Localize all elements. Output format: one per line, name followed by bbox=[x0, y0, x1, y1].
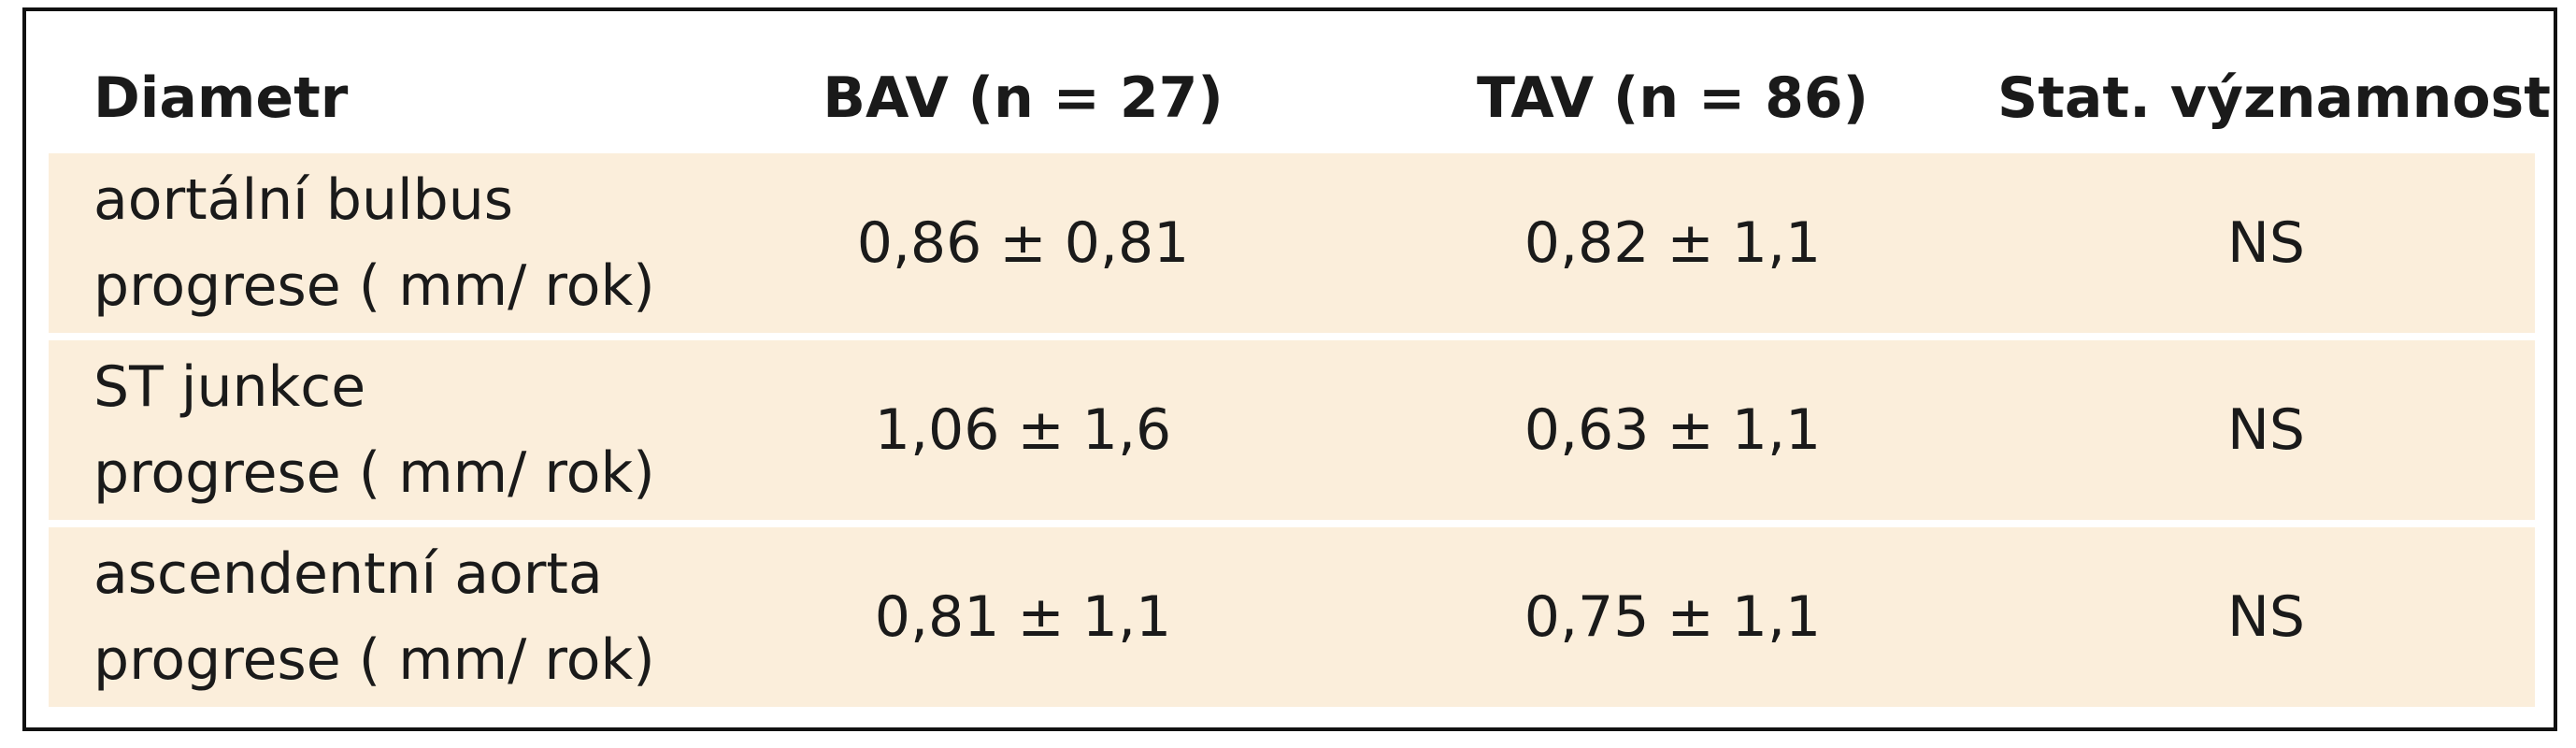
table-row: ST junkce progrese ( mm/ rok) 1,06 ± 1,6… bbox=[49, 340, 2535, 520]
row-label-line1: aortální bulbus bbox=[93, 167, 514, 233]
header-tav: TAV (n = 86) bbox=[1476, 65, 1869, 131]
header-diametr: Diametr bbox=[93, 65, 349, 131]
row-label-line2: progrese ( mm/ rok) bbox=[93, 253, 655, 319]
cell-stat: NS bbox=[1997, 340, 2535, 520]
row-label: ascendentní aorta progrese ( mm/ rok) bbox=[49, 527, 698, 707]
row-label-line2: progrese ( mm/ rok) bbox=[93, 627, 655, 693]
cell-stat: NS bbox=[1997, 153, 2535, 333]
data-table: Diametr BAV (n = 27) TAV (n = 86) Stat. … bbox=[49, 43, 2551, 707]
header-row: Diametr BAV (n = 27) TAV (n = 86) Stat. … bbox=[49, 43, 2551, 153]
header-bav: BAV (n = 27) bbox=[823, 65, 1224, 131]
row-label-line1: ST junkce bbox=[93, 354, 366, 420]
row-label-line1: ascendentní aorta bbox=[93, 541, 603, 607]
row-separator bbox=[49, 520, 2535, 527]
table-row: aortální bulbus progrese ( mm/ rok) 0,86… bbox=[49, 153, 2535, 333]
table-row: ascendentní aorta progrese ( mm/ rok) 0,… bbox=[49, 527, 2535, 707]
cell-stat: NS bbox=[1997, 527, 2535, 707]
cell-tav: 0,75 ± 1,1 bbox=[1348, 527, 1997, 707]
row-label: ST junkce progrese ( mm/ rok) bbox=[49, 340, 698, 520]
cell-bav: 0,86 ± 0,81 bbox=[698, 153, 1348, 333]
row-separator bbox=[49, 333, 2535, 340]
table-frame: Diametr BAV (n = 27) TAV (n = 86) Stat. … bbox=[22, 7, 2557, 731]
table-body: aortální bulbus progrese ( mm/ rok) 0,86… bbox=[49, 153, 2535, 707]
cell-bav: 1,06 ± 1,6 bbox=[698, 340, 1348, 520]
cell-tav: 0,82 ± 1,1 bbox=[1348, 153, 1997, 333]
row-label: aortální bulbus progrese ( mm/ rok) bbox=[49, 153, 698, 333]
header-stat-significance: Stat. významnost bbox=[1997, 65, 2551, 131]
cell-bav: 0,81 ± 1,1 bbox=[698, 527, 1348, 707]
cell-tav: 0,63 ± 1,1 bbox=[1348, 340, 1997, 520]
table-header: Diametr BAV (n = 27) TAV (n = 86) Stat. … bbox=[49, 43, 2551, 153]
row-label-line2: progrese ( mm/ rok) bbox=[93, 440, 655, 506]
